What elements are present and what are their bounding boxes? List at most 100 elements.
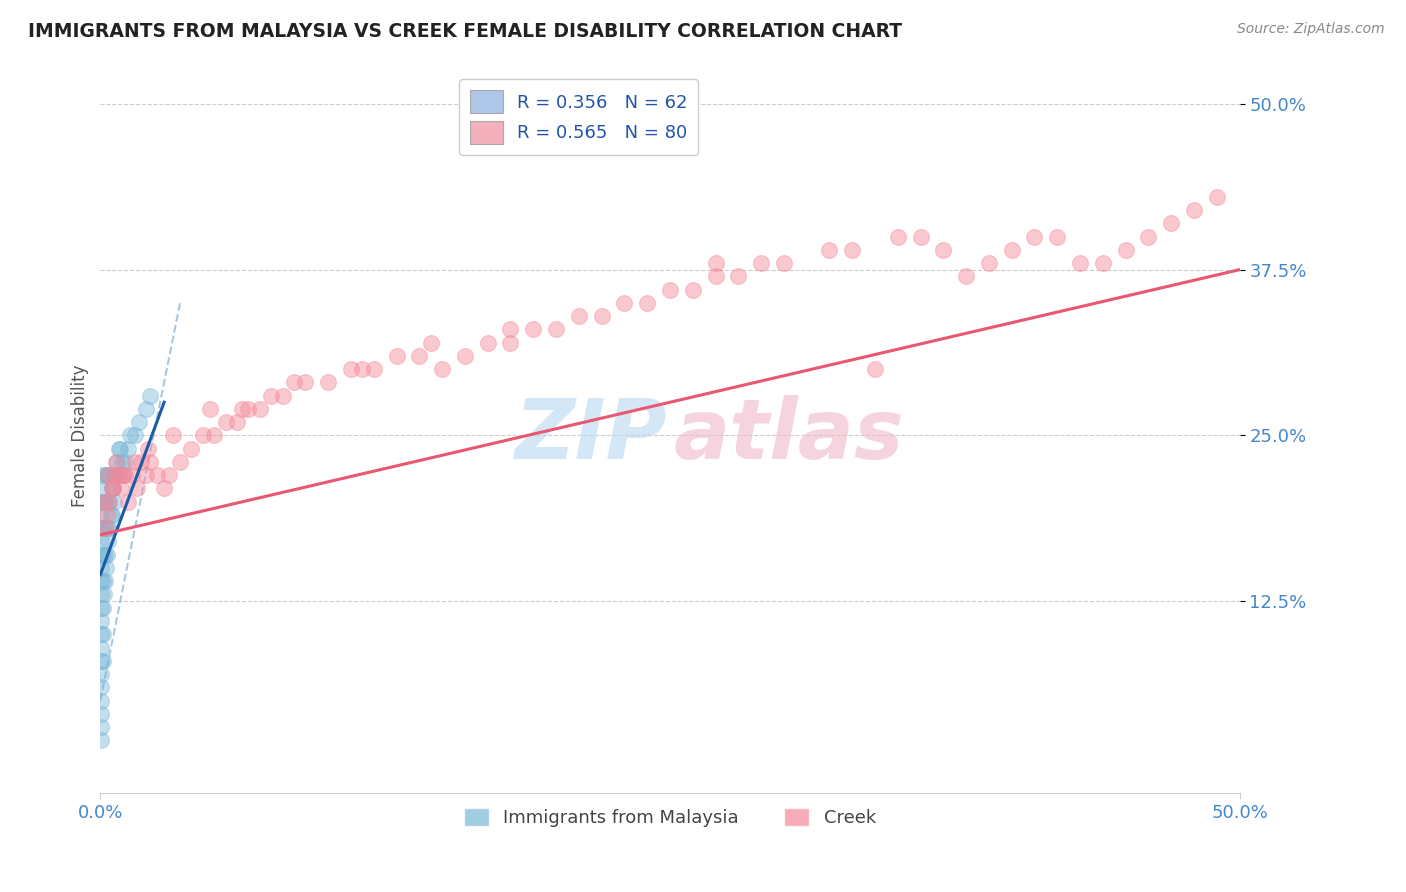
Point [124,455,146,469]
Point [90,600,112,615]
Point [139,455,162,469]
Point [340,362,363,376]
Point [131,455,153,469]
Point [111,455,134,469]
Point [363,362,385,376]
Point [841,243,863,257]
Point [283,376,305,390]
Point [568,309,591,323]
Point [98,494,121,508]
Text: ZIP: ZIP [515,395,666,476]
Point [90,720,112,734]
Y-axis label: Female Disability: Female Disability [72,364,89,507]
Point [419,335,441,350]
Point [316,376,339,390]
Point [454,349,477,363]
Point [180,442,202,456]
Point [114,468,136,483]
Point [90,681,112,695]
Point [128,415,150,429]
Point [191,428,214,442]
Point [1182,202,1205,217]
Point [499,335,522,350]
Point [499,322,522,336]
Point [1205,190,1227,204]
Point [108,442,131,456]
Point [97,534,120,549]
Point [94,468,117,483]
Point [101,482,124,496]
Point [96,468,118,483]
Point [112,468,135,483]
Point [96,521,118,535]
Point [100,508,122,522]
Point [863,362,886,376]
Point [100,482,122,496]
Point [249,401,271,416]
Point [90,561,112,575]
Point [90,733,112,747]
Point [103,468,125,483]
Text: atlas: atlas [673,395,904,476]
Point [1160,216,1182,230]
Point [96,494,118,508]
Point [136,442,159,456]
Point [773,256,796,270]
Point [704,256,727,270]
Point [107,455,129,469]
Point [704,269,727,284]
Point [90,667,112,681]
Point [90,521,112,535]
Point [118,428,141,442]
Point [98,468,121,483]
Point [135,468,157,483]
Point [260,389,283,403]
Point [1137,229,1160,244]
Point [114,455,136,469]
Point [91,468,114,483]
Point [682,283,704,297]
Point [97,468,120,483]
Legend: Immigrants from Malaysia, Creek: Immigrants from Malaysia, Creek [457,801,883,834]
Point [477,335,499,350]
Point [385,349,408,363]
Point [430,362,453,376]
Point [94,521,117,535]
Point [107,442,129,456]
Point [887,229,910,244]
Point [1115,243,1137,257]
Point [104,468,127,483]
Point [91,548,114,562]
Point [98,494,121,508]
Point [101,482,124,496]
Point [294,376,316,390]
Point [198,401,221,416]
Point [636,295,658,310]
Point [135,401,157,416]
Point [125,482,148,496]
Point [977,256,1000,270]
Point [352,362,374,376]
Point [94,548,117,562]
Point [103,494,125,508]
Point [727,269,749,284]
Point [169,455,191,469]
Point [94,561,117,575]
Point [124,428,146,442]
Point [90,548,112,562]
Point [100,508,122,522]
Point [157,468,180,483]
Point [1069,256,1091,270]
Point [146,468,169,483]
Point [90,627,112,641]
Point [117,494,139,508]
Point [1091,256,1114,270]
Point [1024,229,1046,244]
Point [90,693,112,707]
Point [91,521,114,535]
Point [214,415,236,429]
Point [96,548,118,562]
Point [202,428,225,442]
Point [105,468,128,483]
Point [94,574,117,589]
